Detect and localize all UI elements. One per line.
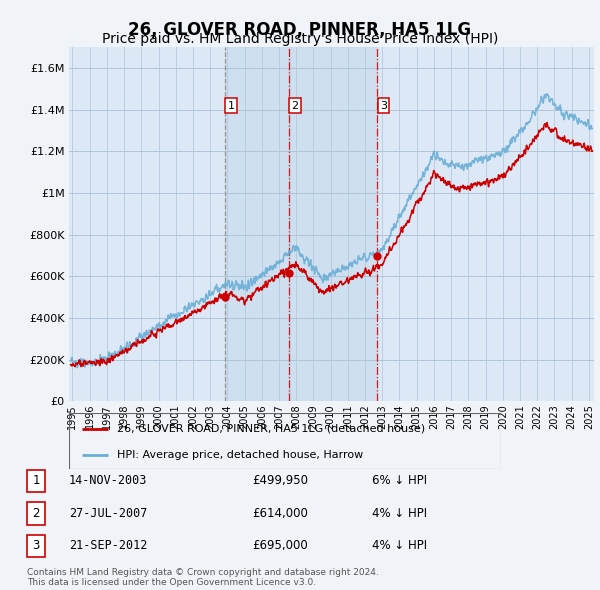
Text: 1: 1 bbox=[32, 474, 40, 487]
Text: £499,950: £499,950 bbox=[252, 474, 308, 487]
Text: 4% ↓ HPI: 4% ↓ HPI bbox=[372, 539, 427, 552]
Text: 2: 2 bbox=[32, 507, 40, 520]
Text: 1: 1 bbox=[228, 100, 235, 110]
Text: Price paid vs. HM Land Registry's House Price Index (HPI): Price paid vs. HM Land Registry's House … bbox=[102, 32, 498, 47]
Text: 14-NOV-2003: 14-NOV-2003 bbox=[69, 474, 148, 487]
Text: 3: 3 bbox=[380, 100, 387, 110]
Text: 3: 3 bbox=[32, 539, 40, 552]
Text: 26, GLOVER ROAD, PINNER, HA5 1LG: 26, GLOVER ROAD, PINNER, HA5 1LG bbox=[128, 21, 472, 39]
Text: 26, GLOVER ROAD, PINNER, HA5 1LG (detached house): 26, GLOVER ROAD, PINNER, HA5 1LG (detach… bbox=[116, 424, 425, 434]
Text: £614,000: £614,000 bbox=[252, 507, 308, 520]
Text: 4% ↓ HPI: 4% ↓ HPI bbox=[372, 507, 427, 520]
Text: 21-SEP-2012: 21-SEP-2012 bbox=[69, 539, 148, 552]
Text: Contains HM Land Registry data © Crown copyright and database right 2024.
This d: Contains HM Land Registry data © Crown c… bbox=[27, 568, 379, 587]
Text: 2: 2 bbox=[292, 100, 299, 110]
Bar bbox=[225, 47, 289, 401]
Text: HPI: Average price, detached house, Harrow: HPI: Average price, detached house, Harr… bbox=[116, 450, 363, 460]
Text: 6% ↓ HPI: 6% ↓ HPI bbox=[372, 474, 427, 487]
Text: 27-JUL-2007: 27-JUL-2007 bbox=[69, 507, 148, 520]
Bar bbox=[289, 47, 377, 401]
Text: £695,000: £695,000 bbox=[252, 539, 308, 552]
